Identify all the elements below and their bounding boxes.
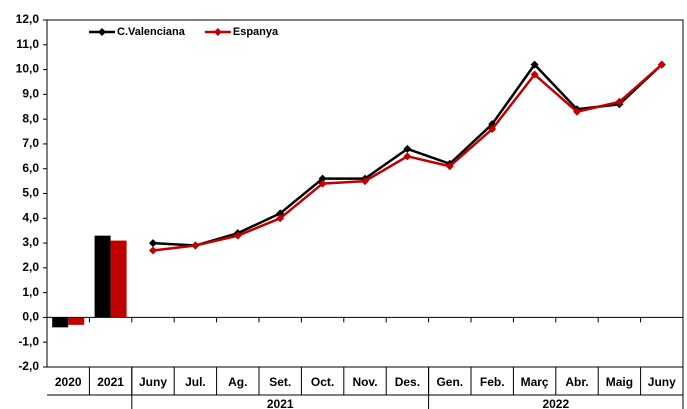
marker [276,214,285,223]
y-tick-label: 6,0 [22,161,39,175]
y-tick-label: 4,0 [22,210,39,224]
marker [233,231,242,240]
marker [361,177,369,186]
x-tick-label: 2021 [97,375,124,389]
x-tick-label: Març [521,375,549,389]
y-tick-label: 7,0 [22,136,39,150]
group-label: 2022 [542,397,569,409]
bar [110,240,127,318]
bar [68,317,85,325]
marker [445,162,454,171]
legend-marker [213,28,222,36]
y-tick-label: 2,0 [22,260,39,274]
marker [615,97,624,106]
x-tick-label: Set. [269,375,291,389]
y-tick-label: 11,0 [16,37,39,51]
x-tick-label: Ag. [228,375,247,389]
plot-border [46,19,684,368]
x-tick-label: Gen. [436,375,463,389]
y-tick-label: -1,0 [18,334,39,348]
legend-marker [98,28,106,36]
y-tick-label: 5,0 [22,186,39,200]
x-tick-label: Maig [606,375,633,389]
marker [318,174,327,183]
legend-label: Espanya [233,26,279,38]
group-label: 2021 [267,397,294,409]
x-tick-label: Abr. [565,375,588,389]
marker [191,241,200,250]
x-tick-label: Juny [648,375,676,389]
x-tick-label: 2020 [55,375,82,389]
marker [403,152,412,161]
bar [52,317,69,328]
y-tick-label: 8,0 [22,111,39,125]
y-tick-label: 3,0 [22,235,39,249]
y-tick-label: 9,0 [22,87,39,101]
marker [530,60,539,69]
y-tick-label: 10,0 [16,62,40,76]
bar [94,235,111,318]
marker [573,107,581,116]
x-tick-label: Des. [395,375,420,389]
legend-label: C.Valenciana [117,26,186,38]
x-tick-label: Jul. [185,375,206,389]
marker [403,144,412,153]
x-tick-label: Feb. [480,375,505,389]
y-tick-label: 0,0 [22,310,39,324]
y-tick-label: -2,0 [18,359,39,373]
marker [149,246,157,255]
x-tick-label: Nov. [352,375,377,389]
y-tick-label: 12,0 [16,12,40,26]
x-tick-label: Oct. [311,375,334,389]
marker [149,239,157,248]
y-tick-label: 1,0 [22,285,39,299]
x-tick-label: Juny [139,375,167,389]
marker [488,120,497,129]
marker [318,179,327,188]
marker [530,70,539,79]
marker [488,125,497,134]
marker [657,60,666,69]
